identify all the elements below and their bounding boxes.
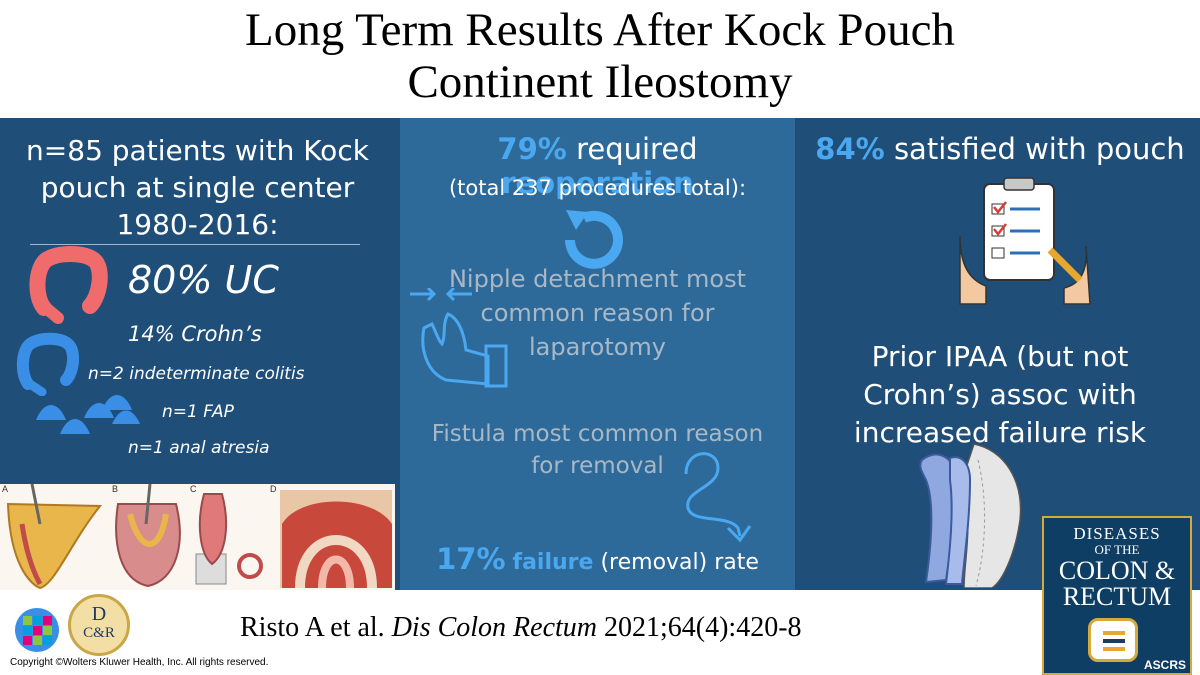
polyps-icon [36, 395, 140, 434]
reoperation-required-text: required [576, 132, 698, 166]
indeterminate-count: n=2 indeterminate colitis [88, 364, 305, 384]
ipaa-pouch-illustration [919, 443, 1022, 588]
journal-line-2: OF THE [1094, 542, 1140, 557]
journal-line-1: DISEASES [1073, 524, 1161, 543]
fistula-line-1: Fistula most common reason [431, 421, 764, 447]
ipaa-line-1: Prior IPAA (but not [871, 340, 1129, 373]
heading-divider [30, 244, 360, 245]
infographic-title: Long Term Results After Kock Pouch Conti… [0, 4, 1200, 108]
citation-authors: Risto A et al. [240, 612, 385, 643]
citation: Risto A et al. Dis Colon Rectum 2021;64(… [240, 612, 1000, 644]
fistula-path-icon [684, 452, 752, 543]
title-line-1: Long Term Results After Kock Pouch [245, 4, 955, 56]
reoperation-percentage: 79% [497, 132, 567, 166]
crohns-percentage: 14% Crohn’s [128, 322, 262, 346]
patients-heading-line-3: 1980-2016: [116, 208, 279, 241]
ipaa-risk-text: Prior IPAA (but not Crohn’s) assoc with … [800, 338, 1200, 452]
ipaa-line-3: increased failure risk [853, 416, 1147, 449]
satisfaction-panel: 84% satisfied with pouch Prior IPAA (but… [800, 118, 1200, 590]
nipple-line-2: common reason for [480, 299, 715, 327]
reoperation-cycle-icon [565, 210, 623, 269]
figure-label-b: B [112, 484, 119, 494]
failure-percentage: 17% [436, 542, 506, 576]
dcr-seal-top: D [91, 603, 107, 625]
fistula-text: Fistula most common reason for removal [400, 418, 795, 482]
nipple-detachment-text: Nipple detachment most common reason for… [400, 262, 795, 364]
colon-red-icon [29, 246, 108, 324]
patients-heading: n=85 patients with Kock pouch at single … [0, 132, 395, 243]
journal-line-4: RECTUM [1062, 582, 1172, 611]
dcr-seal-bottom: C&R [83, 625, 115, 641]
failure-word: failure [512, 550, 594, 575]
colon-blue-icon [17, 332, 79, 396]
patients-heading-line-1: n=85 patients with Kock [26, 134, 369, 167]
dcr-seal-logo: D C&R [68, 594, 130, 656]
copyright-notice: Copyright ©Wolters Kluwer Health, Inc. A… [10, 657, 269, 668]
title-line-2: Continent Ileostomy [407, 56, 793, 108]
nipple-line-3: laparotomy [528, 333, 666, 361]
journal-cover-icon [1088, 618, 1138, 662]
reoperation-word: reoperation [501, 166, 694, 200]
surgical-steps-figure [6, 483, 392, 590]
wolters-kluwer-logo-icon [15, 608, 59, 652]
journal-publisher: ASCRS [1143, 658, 1186, 672]
reoperation-headline: 79% required reoperation [400, 132, 795, 200]
kock-pouch-illustration: A B C D [0, 483, 395, 590]
nipple-line-1: Nipple detachment most [448, 265, 747, 293]
satisfaction-headline: 84% satisfied with pouch [800, 132, 1200, 166]
citation-journal: Dis Colon Rectum [391, 612, 597, 643]
reoperation-panel: 79% required reoperation (total 237 proc… [400, 118, 795, 590]
figure-label-a: A [2, 484, 9, 494]
patients-panel: n=85 patients with Kock pouch at single … [0, 118, 395, 590]
failure-rest: (removal) rate [600, 550, 759, 575]
hand-detachment-icon [410, 288, 508, 388]
ipaa-line-2: Crohn’s) assoc with [863, 378, 1137, 411]
atresia-count: n=1 anal atresia [128, 438, 270, 458]
satisfaction-percentage: 84% [815, 132, 885, 166]
uc-percentage: 80% UC [128, 258, 279, 302]
journal-cover: DISEASES OF THE COLON & RECTUM ASCRS [1042, 516, 1192, 675]
patients-heading-line-2: pouch at single center [40, 171, 355, 204]
citation-details: 2021;64(4):420-8 [604, 612, 802, 643]
satisfaction-text: satisfied with pouch [893, 132, 1185, 166]
journal-line-3: COLON & [1058, 556, 1176, 585]
procedures-total: (total 237 procedures total): [448, 176, 747, 200]
figure-label-d: D [270, 484, 277, 494]
fap-count: n=1 FAP [162, 402, 234, 422]
clipboard-checklist-icon [959, 177, 1091, 305]
fistula-line-2: for removal [531, 453, 664, 479]
figure-label-c: C [190, 484, 197, 494]
failure-rate: 17% failure (removal) rate [400, 542, 795, 576]
